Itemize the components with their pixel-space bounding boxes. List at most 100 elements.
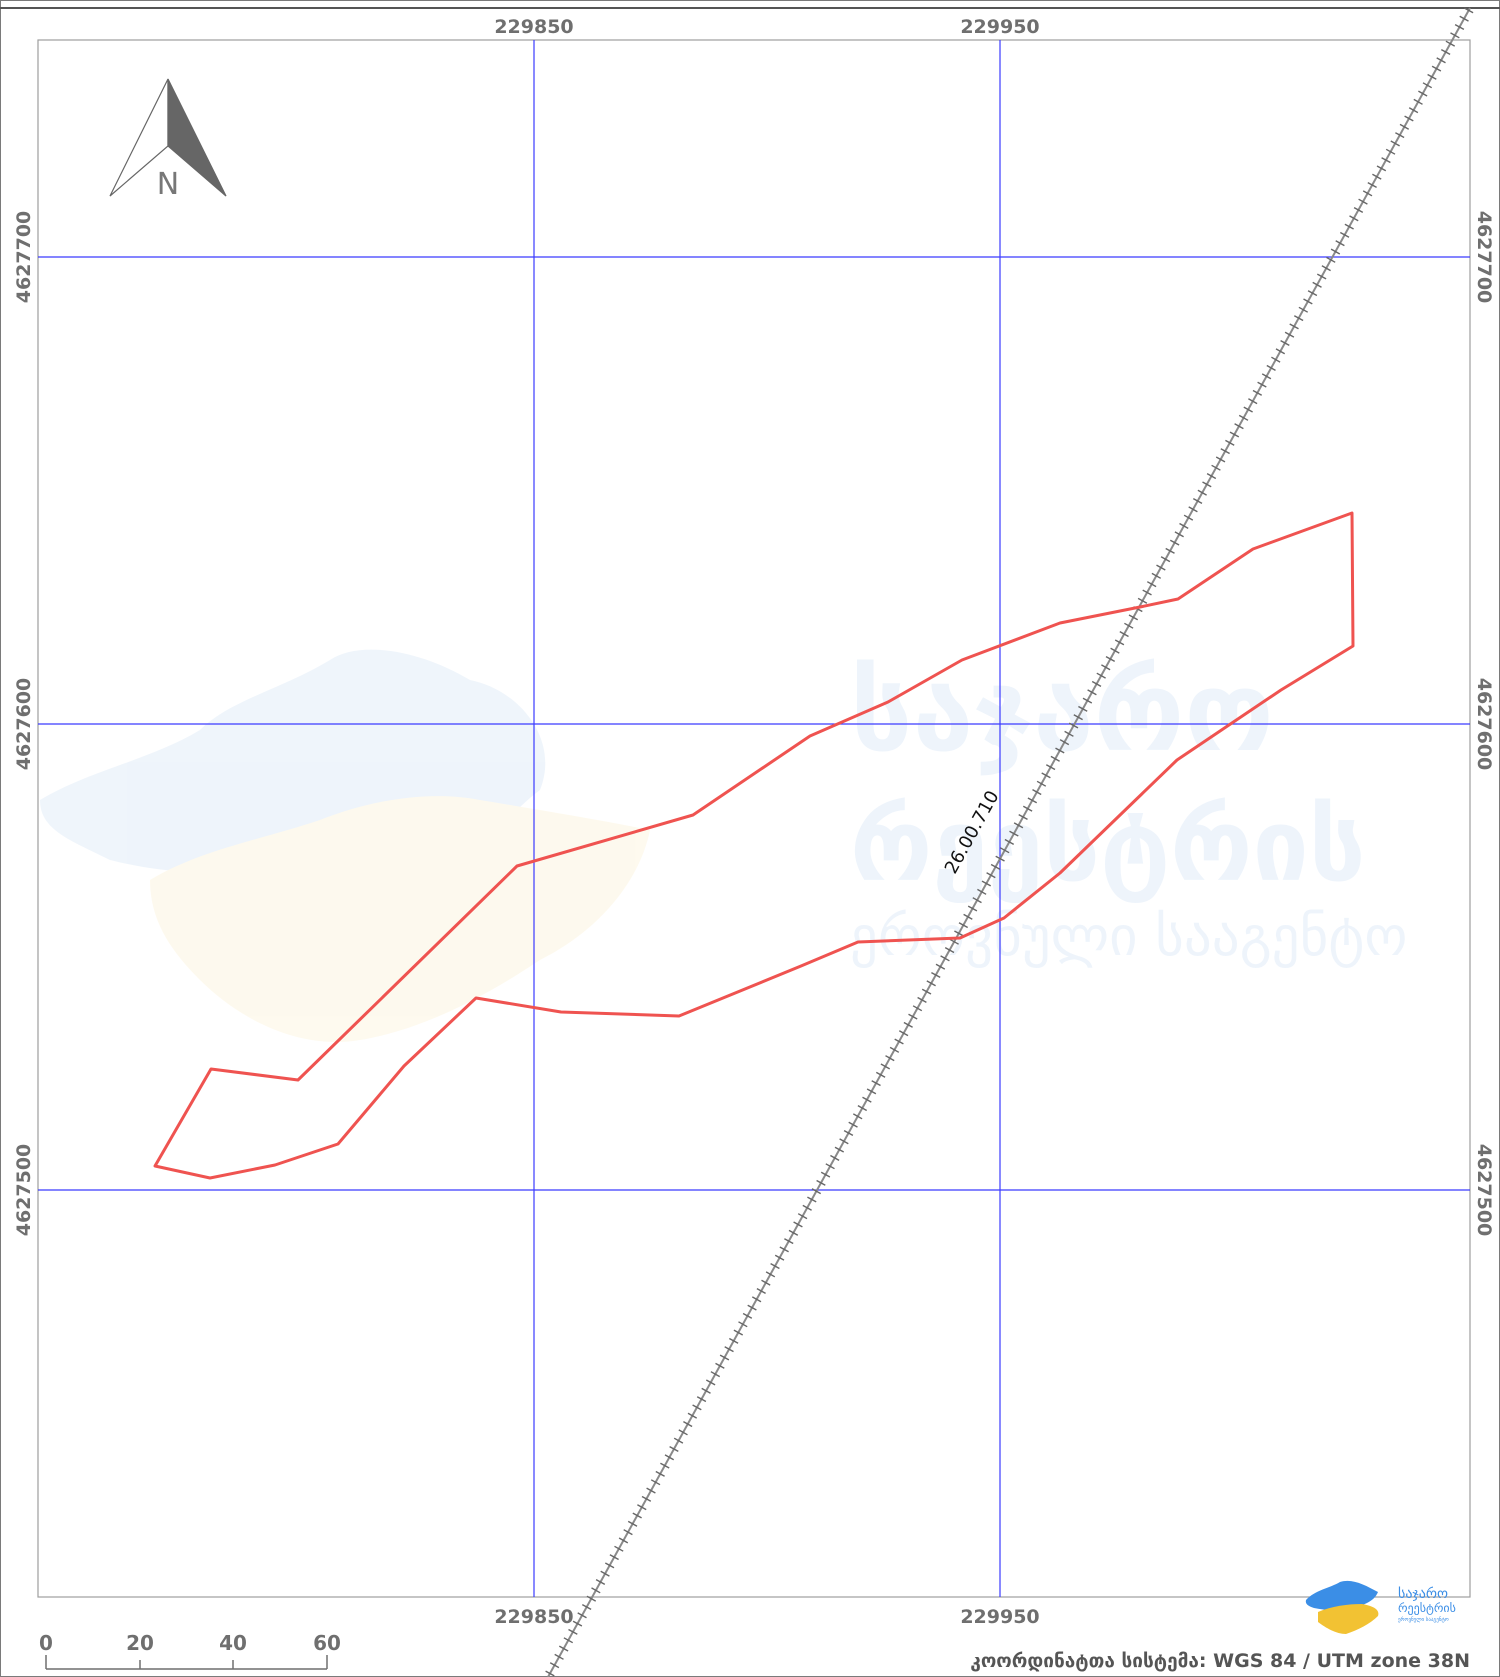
railway-tie	[1215, 456, 1226, 463]
railway-tie	[1183, 514, 1194, 521]
railway-tie	[747, 1304, 757, 1311]
railway-tie	[1151, 572, 1162, 579]
railway-tie	[728, 1337, 739, 1344]
railway-tie	[1036, 780, 1047, 787]
railway-tie	[724, 1346, 734, 1353]
logo-text-line1: საჯარო	[1398, 1585, 1448, 1602]
railway-tie	[990, 863, 1001, 870]
railway-tie	[852, 1113, 863, 1120]
railway-tie	[1124, 622, 1134, 629]
railway-tie	[660, 1462, 670, 1469]
railway-tie	[581, 1603, 592, 1611]
railway-tie	[710, 1371, 721, 1378]
railway-tie	[1330, 248, 1341, 255]
scale-bar: 0 20 40 60	[39, 1631, 341, 1670]
railway-tie	[857, 1104, 868, 1112]
railway-tie	[558, 1645, 569, 1652]
railway-tie	[972, 897, 982, 904]
railway-tie	[944, 946, 955, 954]
railway-tie	[770, 1262, 780, 1270]
railway-tie	[1032, 788, 1042, 796]
railway-tie	[908, 1013, 918, 1020]
railway-tie	[646, 1487, 656, 1494]
railway-tie	[563, 1637, 574, 1644]
railway-tie	[1192, 497, 1203, 505]
railway-tie	[1307, 290, 1318, 297]
railway-tie	[577, 1612, 587, 1619]
scale-bar-label-40: 40	[219, 1631, 247, 1655]
railway-tie	[623, 1529, 633, 1536]
railway-tie	[1110, 647, 1120, 654]
railway-tie	[614, 1545, 624, 1552]
railway-tie	[839, 1138, 849, 1145]
railway-tie	[999, 847, 1010, 854]
railway-tie	[931, 971, 941, 979]
railway-tie	[1087, 689, 1097, 696]
watermark-line3: ეროვნული სააგენტო	[850, 904, 1408, 968]
railway-tie	[1362, 190, 1373, 197]
railway-tie	[1206, 472, 1217, 480]
railway-tie	[669, 1445, 679, 1453]
railway-tie	[1068, 722, 1079, 729]
railway-tie	[1188, 506, 1198, 513]
grid-label-right-y1: 4627700	[1473, 211, 1495, 304]
railway-tie	[1372, 173, 1382, 180]
railway-tie	[848, 1121, 858, 1128]
railway-tie	[1280, 339, 1290, 347]
railway-tie	[1316, 273, 1327, 280]
railway-tie	[692, 1404, 702, 1411]
railway-tie	[1349, 215, 1359, 222]
railway-tie	[1022, 805, 1033, 812]
railway-tie	[1321, 265, 1331, 272]
railway-tie	[1427, 73, 1437, 80]
railway-tie	[1229, 431, 1240, 438]
railway-tie	[1169, 539, 1180, 546]
logo-text-line3: ეროვნული სააგენტო	[1398, 1616, 1449, 1623]
railway-tie	[793, 1221, 803, 1228]
railway-tie	[568, 1628, 578, 1635]
railway-ties	[545, 7, 1474, 1677]
railway-tie	[1137, 597, 1148, 604]
railway-tie	[554, 1653, 564, 1660]
railway-tie	[1399, 123, 1410, 130]
railway-tie	[632, 1512, 642, 1519]
railway-tie	[1335, 240, 1345, 247]
railway-tie	[1105, 655, 1116, 663]
grid-label-bottom-x1: 229850	[494, 1606, 573, 1628]
railway-tie	[1059, 739, 1070, 746]
railway-tie	[618, 1537, 629, 1544]
logo-yellow-mark	[1318, 1604, 1379, 1634]
scale-bar-label-0: 0	[39, 1631, 53, 1655]
watermark-blue-shape	[40, 649, 546, 889]
north-arrow-label: N	[157, 167, 179, 202]
railway-tie	[696, 1396, 707, 1403]
railway-tie	[1013, 822, 1024, 829]
railway-tie	[705, 1379, 716, 1386]
railway-tie	[903, 1021, 913, 1028]
railway-tie	[673, 1437, 684, 1444]
railway-tie	[963, 913, 973, 920]
watermark-line1: საჯარო	[850, 648, 1274, 776]
grid-label-left-y3: 4627500	[13, 1144, 35, 1237]
railway-tie	[1422, 82, 1433, 89]
railway-tie	[1459, 15, 1469, 22]
railway-tie	[545, 1670, 555, 1677]
railway-tie	[995, 855, 1005, 862]
railway-tie	[1275, 348, 1286, 355]
watermark-line2: რეესტრის	[850, 787, 1366, 904]
railway-tie	[1243, 406, 1253, 413]
railway-tie	[816, 1179, 826, 1186]
railway-tie	[627, 1520, 638, 1527]
railway-tie	[1248, 398, 1258, 405]
railway-tie	[1326, 256, 1336, 263]
logo-text-line2: რეესტრის	[1398, 1601, 1456, 1615]
railway-tie	[591, 1587, 601, 1594]
railway-tie	[1445, 40, 1456, 47]
railway-tie	[1078, 705, 1088, 712]
railway-tie	[1385, 148, 1396, 155]
railway-tie	[1413, 98, 1423, 105]
railway-tie	[779, 1246, 789, 1253]
railway-tie	[1114, 639, 1125, 646]
railway-tie	[604, 1562, 615, 1569]
